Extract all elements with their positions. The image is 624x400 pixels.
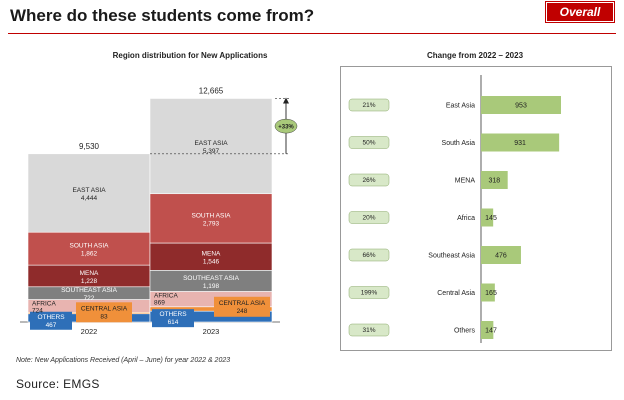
category-label-2023: 2023 (203, 327, 220, 336)
label-central-asia-name-2023: CENTRAL ASIA (219, 300, 266, 307)
label-east-asia-name-2023: EAST ASIA (194, 140, 228, 147)
label-central-asia-value-2022: 83 (100, 313, 108, 320)
label-east-asia-value-2023: 5,397 (203, 148, 220, 155)
growth-arrow-head (283, 97, 289, 104)
change-bar-mena (481, 171, 508, 189)
pct-label-central-asia: 199% (361, 290, 378, 297)
pct-box-africa (348, 211, 390, 224)
change-chart-title: Change from 2022 – 2023 (426, 51, 524, 60)
label-mena-name-2022: MENA (80, 270, 99, 277)
category-label-africa: Africa (457, 215, 475, 222)
change-value-southeast-asia: 476 (495, 252, 507, 259)
label-mena-value-2022: 1,228 (81, 278, 98, 285)
total-label-2023: 12,665 (199, 86, 224, 95)
label-mena-value-2023: 1,546 (203, 259, 220, 266)
source-label: Source: EMGS (16, 377, 100, 391)
bar-segment-south-asia-2023 (149, 193, 273, 244)
change-bar-others (481, 321, 494, 339)
label-southeast-asia-value-2022: 722 (84, 295, 95, 302)
category-label-2022: 2022 (81, 327, 98, 336)
label-africa-name-2023: AFRICA (154, 292, 179, 299)
label-south-asia-value-2023: 2,793 (203, 220, 220, 227)
pct-label-mena: 26% (362, 177, 375, 184)
pct-label-east-asia: 21% (362, 102, 375, 109)
label-southeast-asia-name-2023: SOUTHEAST ASIA (183, 275, 240, 282)
category-label-others: Others (454, 327, 476, 334)
category-label-east-asia: East Asia (446, 102, 475, 109)
label-others-name-2023: OTHERS (159, 311, 187, 318)
pct-label-others: 31% (362, 327, 375, 334)
label-south-asia-name-2023: SOUTH ASIA (191, 212, 231, 219)
title-divider (8, 33, 616, 34)
pct-box-central-asia (348, 286, 390, 299)
pct-box-south-asia (348, 136, 390, 149)
change-chart-panel: 21% East Asia 953 50% South Asia 931 26% MENA 31… (340, 66, 612, 351)
others-label-box-2023 (152, 309, 194, 328)
category-label-southeast-asia: Southeast Asia (428, 252, 475, 259)
page-title: Where do these students come from? (10, 6, 315, 25)
change-value-mena: 318 (489, 177, 501, 184)
footnote: Note: New Applications Received (April –… (16, 357, 231, 364)
change-bar-east-asia (481, 96, 561, 114)
label-others-value-2023: 614 (168, 319, 179, 326)
change-bar-south-asia (481, 133, 560, 152)
total-label-2022: 9,530 (79, 142, 100, 151)
pct-box-southeast-asia (348, 248, 390, 262)
change-bar-africa (481, 208, 494, 227)
overall-badge: Overall (545, 1, 615, 23)
central-asia-label-box-2023 (214, 296, 270, 317)
label-others-value-2022: 467 (46, 322, 57, 329)
growth-label: +33% (278, 124, 294, 130)
bar-segment-east-asia-2023 (149, 98, 273, 195)
change-bar-southeast-asia (481, 246, 521, 264)
pct-box-east-asia (348, 98, 390, 112)
label-east-asia-name-2022: EAST ASIA (72, 187, 106, 194)
pct-label-south-asia: 50% (362, 140, 375, 147)
change-value-east-asia: 953 (515, 102, 527, 109)
label-africa-value-2022: 724 (32, 308, 43, 315)
change-value-others: 147 (485, 327, 497, 334)
change-value-central-asia: 165 (485, 290, 497, 297)
category-label-mena: MENA (455, 177, 476, 184)
label-southeast-asia-name-2022: SOUTHEAST ASIA (61, 287, 118, 294)
label-south-asia-value-2022: 1,862 (81, 251, 98, 258)
bar-segment-east-asia-2022 (27, 153, 151, 233)
category-label-central-asia: Central Asia (437, 290, 475, 297)
bar-segment-south-asia-2022 (27, 231, 151, 266)
pct-label-africa: 20% (362, 215, 375, 222)
change-value-south-asia: 931 (514, 140, 526, 147)
label-africa-value-2023: 869 (154, 299, 165, 306)
label-africa-name-2022: AFRICA (32, 301, 57, 308)
label-east-asia-value-2022: 4,444 (81, 195, 98, 202)
stacked-chart-title: Region distribution for New Applications (112, 51, 268, 60)
bar-segment-mena-2023 (149, 242, 273, 271)
central-asia-label-box-2022 (76, 302, 132, 323)
change-bar-chart: 21% East Asia 953 50% South Asia 931 26% MENA 31… (348, 75, 561, 343)
label-central-asia-value-2023: 248 (237, 308, 248, 315)
label-others-name-2022: OTHERS (37, 314, 65, 321)
change-value-africa: 145 (485, 215, 497, 222)
label-mena-name-2023: MENA (202, 251, 221, 258)
category-label-south-asia: South Asia (442, 140, 476, 147)
pct-box-mena (348, 173, 390, 187)
others-label-box-2022 (30, 311, 72, 330)
label-southeast-asia-value-2023: 1,198 (203, 283, 220, 290)
label-south-asia-name-2022: SOUTH ASIA (69, 243, 109, 250)
change-bar-central-asia (481, 283, 495, 302)
label-central-asia-name-2022: CENTRAL ASIA (81, 305, 128, 312)
pct-box-others (348, 323, 390, 337)
growth-badge (274, 118, 298, 134)
pct-label-southeast-asia: 66% (362, 252, 375, 259)
